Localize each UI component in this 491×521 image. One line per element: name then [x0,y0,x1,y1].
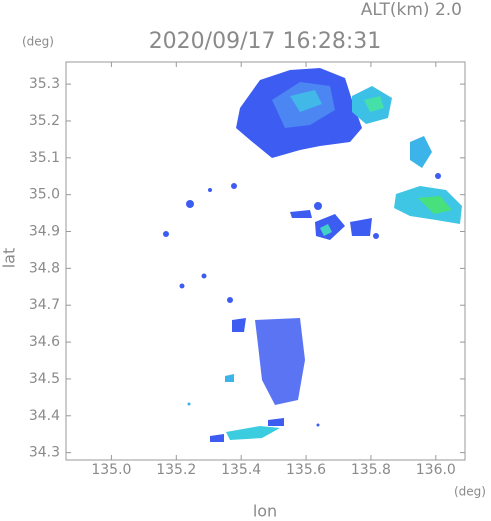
y-tick-label: 34.8 [29,260,60,276]
x-tick-label: 135.0 [91,462,131,478]
plot-frame [65,61,466,461]
x-tick-label: 136.0 [416,462,456,478]
echo [255,318,305,405]
y-unit: (deg) [22,35,54,49]
y-tick-label: 35.3 [29,76,60,92]
y-tick-label: 34.6 [29,334,60,350]
x-tick-label: 135.6 [286,462,326,478]
y-tick-label: 34.4 [29,408,60,424]
echo [320,224,332,236]
echo [364,96,384,112]
y-tick-label: 34.9 [29,224,60,240]
y-tick-label: 35.2 [29,113,60,129]
y-tick-label: 35.1 [29,150,60,166]
echo [232,318,246,332]
echo [187,402,191,406]
echo [373,233,379,239]
radar-echo [163,68,462,442]
echo [208,188,212,192]
echo [186,200,194,208]
echo [410,136,432,168]
echo [163,231,169,237]
x-unit: (deg) [454,485,486,499]
y-axis-label: lat [0,248,19,269]
echo [231,183,237,189]
y-tick-label: 34.7 [29,297,60,313]
x-tick-label: 135.2 [156,462,196,478]
altitude: ALT(km) 2.0 [361,0,462,20]
echo [316,423,320,427]
echo [435,173,441,179]
echo [226,426,280,440]
y-tick-label: 34.3 [29,445,60,461]
y-tick-label: 34.5 [29,371,60,387]
chart-title: 2020/09/17 16:28:31 [149,29,382,54]
echo [350,218,372,236]
x-tick-label: 135.8 [351,462,391,478]
x-axis-label: lon [253,502,277,521]
y-tick-label: 35.0 [29,187,60,203]
x-tick-label: 135.4 [221,462,261,478]
echo [290,210,312,218]
echo [179,283,185,289]
echo [225,374,234,382]
echo [201,273,207,279]
echo [290,90,322,112]
echo [315,214,345,240]
echo [314,202,322,210]
echo [227,297,233,303]
echo [210,434,224,442]
echo [418,196,452,214]
echo [268,418,284,426]
